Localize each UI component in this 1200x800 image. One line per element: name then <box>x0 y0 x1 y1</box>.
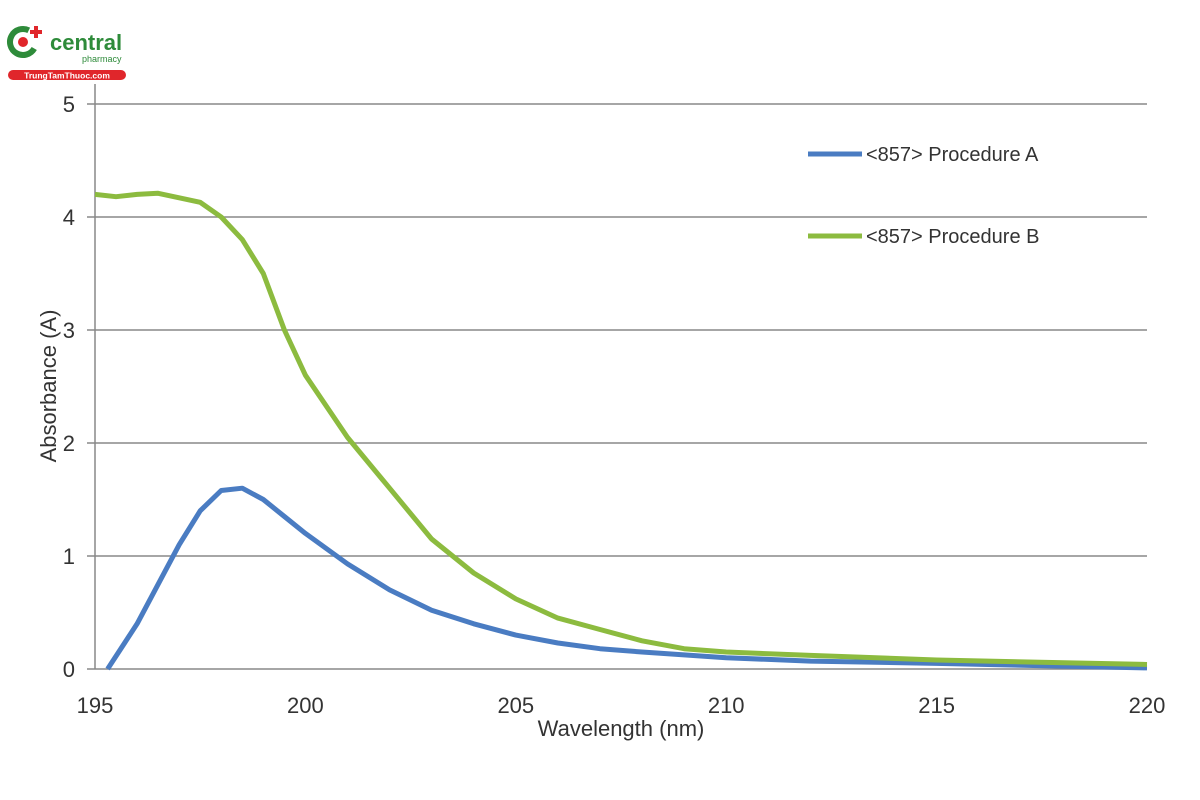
svg-text:pharmacy: pharmacy <box>82 54 122 64</box>
legend-label: <857> Procedure B <box>866 226 1039 248</box>
x-tick-label: 200 <box>287 693 324 718</box>
y-tick-label: 2 <box>63 431 75 456</box>
x-tick-label: 195 <box>77 693 114 718</box>
x-tick-label: 220 <box>1129 693 1166 718</box>
y-tick-label: 1 <box>63 544 75 569</box>
y-tick-label: 5 <box>63 92 75 117</box>
svg-text:TrungTamThuoc.com: TrungTamThuoc.com <box>24 71 110 81</box>
y-tick-label: 0 <box>63 657 75 682</box>
y-tick-label: 3 <box>63 318 75 343</box>
x-axis-label: Wavelength (nm) <box>538 716 705 741</box>
watermark-logo: central pharmacy TrungTamThuoc.com <box>6 22 130 82</box>
y-axis-label: Absorbance (A) <box>36 310 61 463</box>
series-line-a <box>105 485 1148 671</box>
legend-label: <857> Procedure A <box>866 144 1039 166</box>
x-tick-label: 205 <box>497 693 534 718</box>
x-tick-label: 215 <box>918 693 955 718</box>
series-line-b <box>94 190 1148 667</box>
y-tick-label: 4 <box>63 205 75 230</box>
svg-text:central: central <box>50 30 122 55</box>
x-tick-label: 210 <box>708 693 745 718</box>
